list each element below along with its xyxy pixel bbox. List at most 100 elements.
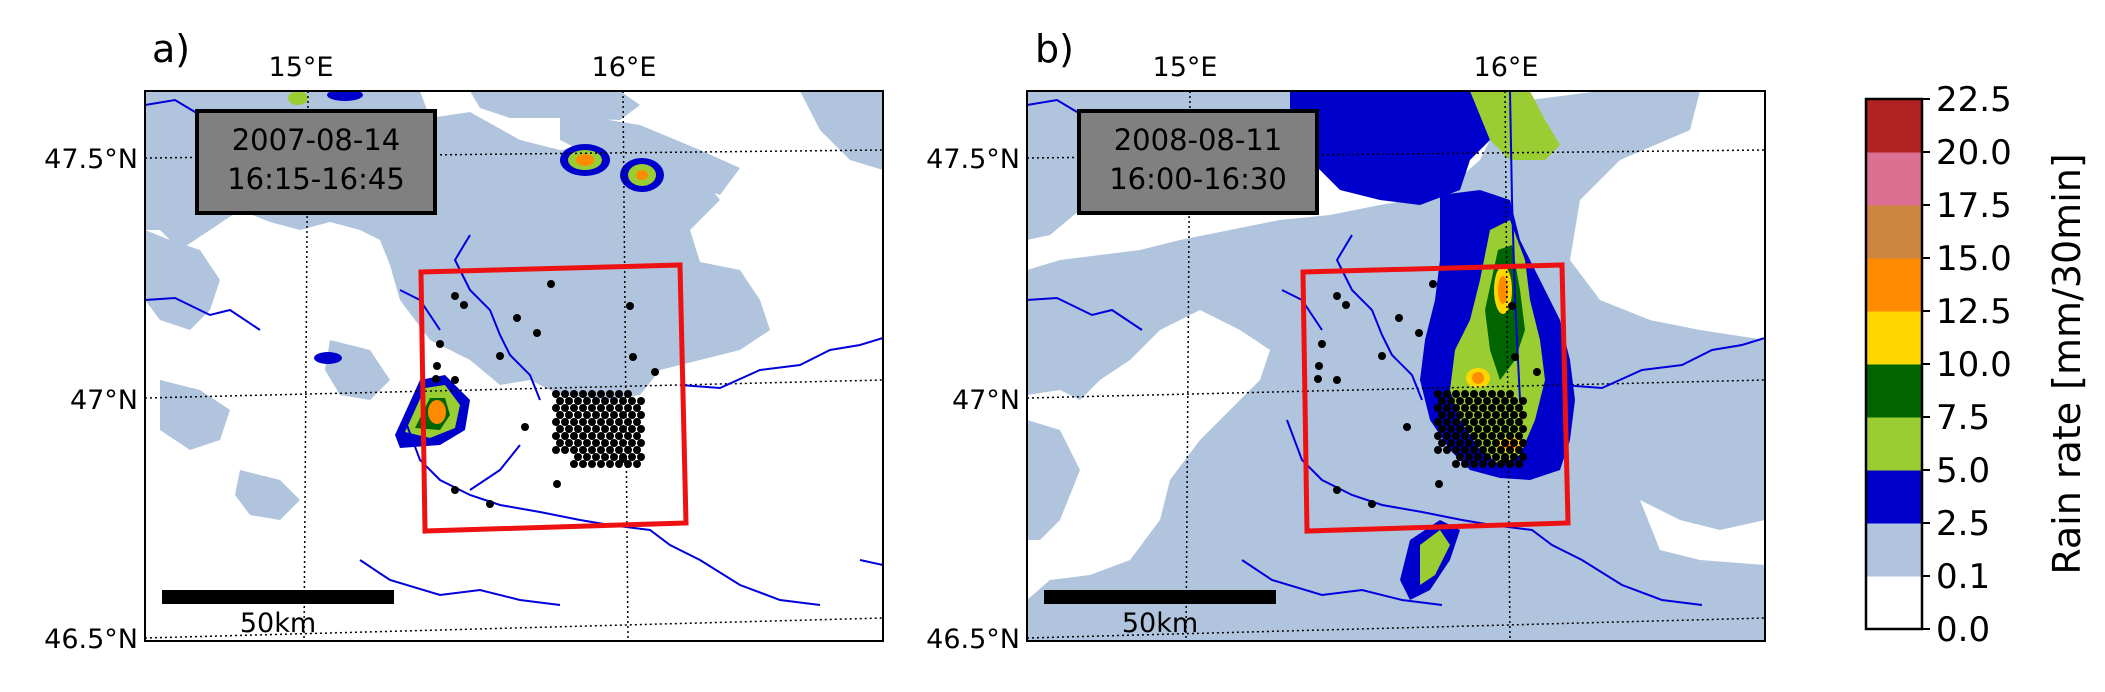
station-dot (1501, 397, 1509, 405)
station-dot (615, 404, 623, 412)
station-dot (601, 397, 609, 405)
colorbar-tick-label: 20.0 (1936, 133, 2012, 173)
station-dot (583, 411, 591, 419)
station-dot (1483, 411, 1491, 419)
station-dot (1378, 352, 1386, 360)
panel-a-scalebar-label: 50km (240, 608, 316, 639)
panel-a-frame (144, 90, 884, 642)
station-dot (1488, 432, 1496, 440)
station-dot (628, 425, 636, 433)
station-dot (552, 404, 560, 412)
station-dot (1470, 460, 1478, 468)
panel-b-lon-label-15: 15°E (1153, 52, 1218, 83)
panel-b-date-box: 2008-08-11 16:00-16:30 (1077, 109, 1319, 215)
station-dot (626, 302, 634, 310)
colorbar-tick-label: 22.5 (1936, 80, 2012, 120)
station-dot (637, 411, 645, 419)
station-dot (1533, 368, 1541, 376)
station-dot (624, 390, 632, 398)
panel-b-domain-box (1300, 262, 1571, 534)
station-dot (1447, 397, 1455, 405)
station-dot (1488, 404, 1496, 412)
colorbar-tick-label: 2.5 (1936, 504, 1990, 544)
station-dot (1465, 411, 1473, 419)
station-dot (1415, 329, 1423, 337)
panel-b-lat-label-47: 47°N (952, 385, 1020, 416)
station-dot (1519, 453, 1527, 461)
station-dot (1447, 411, 1455, 419)
station-dot (1506, 460, 1514, 468)
station-dot (592, 453, 600, 461)
station-dot (624, 418, 632, 426)
station-dot (1438, 439, 1446, 447)
station-dot (1395, 314, 1403, 322)
station-dot (1479, 432, 1487, 440)
station-dot (651, 368, 659, 376)
station-dot (1519, 397, 1527, 405)
station-dot (615, 418, 623, 426)
station-dot (1456, 439, 1464, 447)
station-dot (1488, 460, 1496, 468)
station-dot (574, 411, 582, 419)
panel-b-stations (1314, 280, 1541, 508)
station-dot (588, 418, 596, 426)
station-dot (1333, 486, 1341, 494)
station-dot (1497, 418, 1505, 426)
station-dot (1488, 390, 1496, 398)
panel-a-lon-label-16: 16°E (592, 52, 657, 83)
station-dot (1497, 404, 1505, 412)
station-dot (579, 460, 587, 468)
station-dot (1429, 280, 1437, 288)
station-dot (606, 404, 614, 412)
station-dot (451, 376, 459, 384)
station-dot (1497, 460, 1505, 468)
station-dot (1506, 390, 1514, 398)
station-dot (513, 314, 521, 322)
station-dot (1443, 418, 1451, 426)
station-dot (1479, 446, 1487, 454)
panel-a-scalebar (162, 590, 394, 604)
station-dot (624, 404, 632, 412)
station-dot (615, 446, 623, 454)
panel-b: b) 15°E 16°E 47.5°N 47°N 46.5°N (926, 27, 1766, 655)
station-dot (1497, 446, 1505, 454)
station-dot (588, 390, 596, 398)
station-dot (579, 432, 587, 440)
station-dot (1515, 432, 1523, 440)
panel-b-lat-label-465: 46.5°N (926, 624, 1020, 655)
station-dot (579, 404, 587, 412)
station-dot (1452, 418, 1460, 426)
station-dot (1465, 439, 1473, 447)
station-dot (1497, 432, 1505, 440)
colorbar-swatch (1866, 523, 1922, 577)
station-dot (637, 453, 645, 461)
colorbar: 22.520.017.515.012.510.07.55.02.50.10.0 … (1864, 80, 2089, 650)
station-dot (570, 446, 578, 454)
station-dot (606, 390, 614, 398)
panel-a-date: 2007-08-14 (232, 123, 401, 157)
station-dot (486, 500, 494, 508)
station-dot (1443, 446, 1451, 454)
station-dot (615, 460, 623, 468)
station-dot (610, 397, 618, 405)
station-dot (588, 460, 596, 468)
station-dot (583, 453, 591, 461)
colorbar-tick-label: 7.5 (1936, 398, 1990, 438)
station-dot (1479, 418, 1487, 426)
station-dot (601, 453, 609, 461)
station-dot (1515, 446, 1523, 454)
station-dot (556, 425, 564, 433)
station-dot (1474, 453, 1482, 461)
station-dot (1501, 439, 1509, 447)
station-dot (552, 390, 560, 398)
station-dot (619, 397, 627, 405)
station-dot (1333, 376, 1341, 384)
station-dot (432, 375, 440, 383)
station-dot (1403, 423, 1411, 431)
station-dot (629, 353, 637, 361)
colorbar-swatch (1866, 152, 1922, 206)
station-dot (1447, 439, 1455, 447)
station-dot (1519, 439, 1527, 447)
station-dot (597, 390, 605, 398)
station-dot (610, 453, 618, 461)
